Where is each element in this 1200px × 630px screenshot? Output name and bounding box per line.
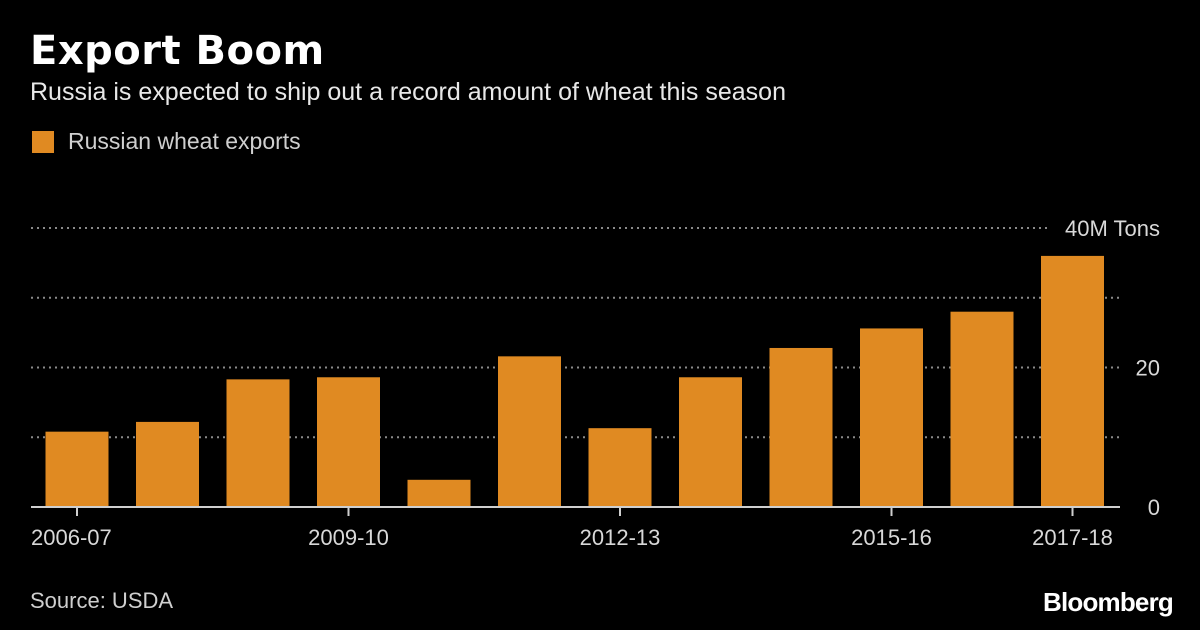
legend-swatch [32,130,54,153]
x-axis-ticks: 2006-07 2009-10 2012-13 2015-16 2017-18 [31,507,1113,550]
bar [588,428,652,507]
x-tick-label: 2015-16 [851,525,932,550]
x-tick-label: 2009-10 [308,525,389,550]
chart-subtitle: Russia is expected to ship out a record … [30,78,786,106]
y-axis-ticks: 0 20 40M Tons [1065,216,1160,520]
bar [769,347,833,507]
bloomberg-logo: Bloomberg [1042,587,1174,617]
bars [45,255,1104,507]
gridlines [31,227,1120,439]
chart-title: Export Boom [30,28,325,74]
legend: Russian wheat exports [32,128,301,155]
y-tick-label: 20 [1136,356,1160,381]
bar [317,377,380,507]
x-tick-label: 2006-07 [31,525,112,550]
bar [860,328,923,507]
legend-label: Russian wheat exports [68,128,301,154]
x-tick-label: 2017-18 [1032,525,1113,550]
bar [950,311,1014,507]
x-tick-label: 2012-13 [580,525,661,550]
bar [498,356,561,507]
y-tick-label: 0 [1148,495,1160,520]
bar [45,431,109,507]
y-tick-label: 40M Tons [1065,216,1160,241]
bar [136,421,199,507]
bar [1041,255,1104,507]
bar [407,479,471,507]
bar [679,377,742,507]
bar [226,379,290,507]
source-note: Source: USDA [30,588,174,613]
